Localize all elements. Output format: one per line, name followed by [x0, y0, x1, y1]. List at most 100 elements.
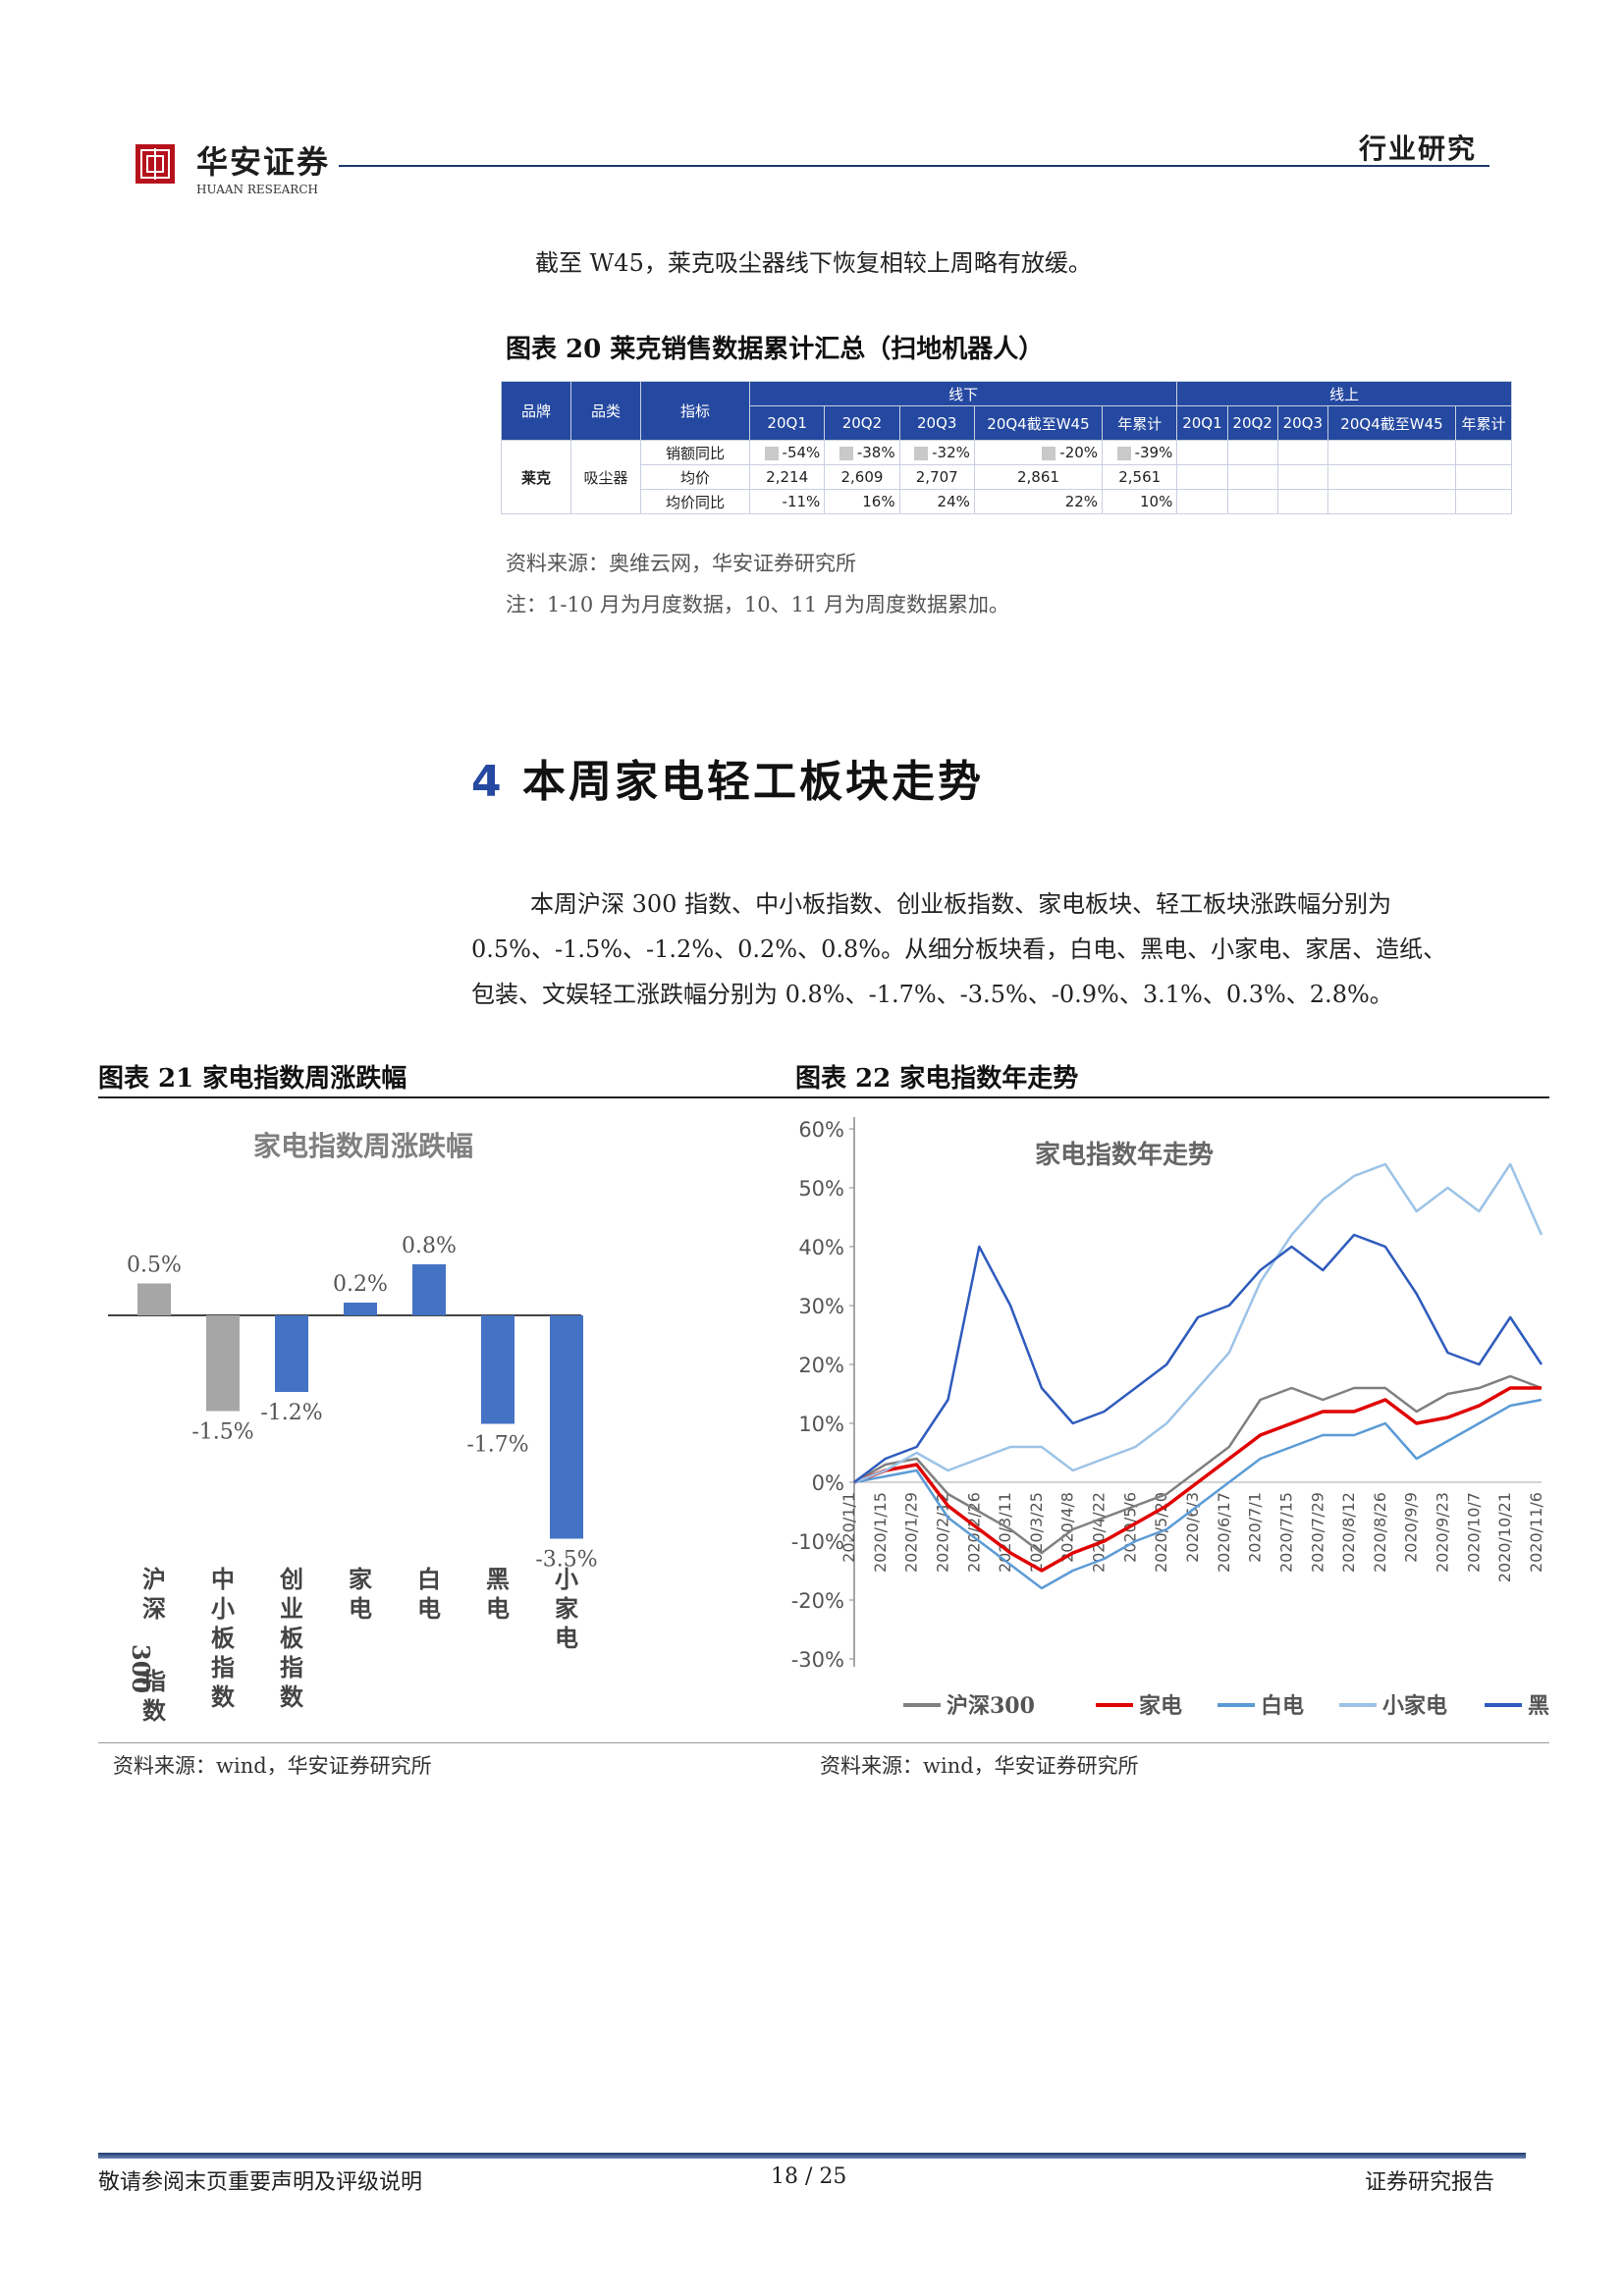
legend-label: 白电 [1261, 1693, 1304, 1719]
x-tick-label: 2020/2/12 [933, 1492, 951, 1573]
series-line [853, 1386, 1542, 1573]
page-number: 18 / 25 [771, 2164, 847, 2189]
table-row: 均价同比 -11% 16% 24% 22% 10% [502, 489, 1512, 514]
svg-text:指: 指 [211, 1653, 235, 1682]
table20-note: 注：1-10 月为月度数据，10、11 月为周度数据累加。 [506, 593, 1009, 616]
svg-text:小: 小 [211, 1594, 235, 1623]
svg-text:家: 家 [555, 1594, 578, 1623]
cell-brand: 莱克 [501, 440, 571, 514]
brand-logo-icon [135, 144, 175, 184]
cell-metric: 均价同比 [640, 489, 750, 514]
svg-text:电: 电 [349, 1594, 372, 1623]
cell-empty [1326, 440, 1457, 465]
legend-label: 黑电 [1528, 1693, 1551, 1719]
table20-wrap: 品牌 品类 指标 线下 线上 20Q1 20Q2 20Q3 20Q4截至W45 … [501, 381, 1512, 514]
th-period: 20Q4截至W45 [1326, 405, 1457, 441]
cell-empty [1176, 440, 1228, 465]
section-para-line: 包装、文娱轻工涨跌幅分别为 0.8%、-1.7%、-3.5%、-0.9%、3.1… [471, 981, 1393, 1008]
intro-text: 截至 W45，莱克吸尘器线下恢复相较上周略有放缓。 [535, 249, 1092, 277]
th-period: 20Q1 [748, 405, 826, 441]
cell-empty [1455, 464, 1512, 490]
svg-text:板: 板 [211, 1624, 236, 1652]
cell-value: -38% [824, 440, 900, 465]
cell-value: 16% [824, 489, 900, 514]
cell-empty [1276, 464, 1328, 490]
y-tick-label: 40% [798, 1236, 844, 1259]
table20-source: 资料来源：奥维云网，华安证券研究所 [506, 552, 856, 575]
data-label: -3.5% [535, 1548, 597, 1573]
series-line [853, 1398, 1543, 1590]
svg-text:电: 电 [417, 1594, 441, 1623]
svg-text:中: 中 [211, 1565, 235, 1593]
data-label: -1.2% [260, 1401, 322, 1425]
svg-text:电: 电 [555, 1624, 578, 1652]
bar [412, 1264, 446, 1315]
weekly-change-bar-chart: 家电指数周涨跌幅0.5%沪深300指数-1.5%中小板指数-1.2%创业板指数0… [108, 1130, 598, 1725]
brand-name: 华安证券 [196, 143, 331, 181]
svg-text:数: 数 [142, 1696, 167, 1725]
data-label: 0.5% [127, 1254, 182, 1278]
svg-text:数: 数 [211, 1682, 236, 1711]
svg-text:300: 300 [127, 1644, 155, 1693]
cell-empty [1276, 440, 1328, 465]
cell-value: -20% [973, 440, 1104, 465]
category-label: 白电 [417, 1565, 441, 1623]
th-period: 20Q2 [824, 405, 900, 441]
x-tick-label: 2020/7/1 [1246, 1492, 1265, 1563]
svg-text:小: 小 [555, 1565, 578, 1593]
svg-text:深: 深 [142, 1594, 166, 1623]
table-row: 均价 2,214 2,609 2,707 2,861 2,561 [502, 464, 1512, 490]
footer-report-type: 证券研究报告 [1365, 2170, 1495, 2195]
x-tick-label: 2020/3/25 [1027, 1492, 1046, 1573]
th-period: 20Q3 [898, 405, 975, 441]
series-line [853, 1374, 1543, 1555]
th-brand: 品牌 [501, 381, 571, 441]
x-tick-label: 2020/8/12 [1339, 1492, 1358, 1573]
svg-text:家: 家 [349, 1565, 372, 1593]
cell-empty [1226, 440, 1278, 465]
bar [481, 1315, 514, 1424]
data-label: 0.8% [402, 1234, 457, 1258]
fig22-source: 资料来源：wind，华安证券研究所 [820, 1754, 1139, 1778]
section-para-line: 本周沪深 300 指数、中小板指数、创业板指数、家电板块、轻工板块涨跌幅分别为 [530, 890, 1392, 918]
svg-text:创: 创 [279, 1565, 303, 1593]
x-tick-label: 2020/4/22 [1090, 1492, 1109, 1573]
data-label: -1.5% [191, 1420, 253, 1445]
x-tick-label: 2020/9/23 [1434, 1492, 1452, 1573]
cell-value: 22% [973, 489, 1104, 514]
bar [344, 1303, 377, 1315]
cell-empty [1176, 489, 1228, 514]
cell-value: 2,861 [973, 464, 1104, 490]
section-title-text: 本周家电轻工板块走势 [521, 757, 984, 807]
x-tick-label: 2020/9/9 [1402, 1492, 1421, 1563]
category-label: 小家电 [555, 1565, 578, 1652]
cell-value: -32% [898, 440, 975, 465]
bar [206, 1315, 240, 1412]
fig22-caption: 图表 22 家电指数年走势 [795, 1064, 1079, 1094]
legend-label: 小家电 [1382, 1693, 1447, 1719]
chart-title: 家电指数周涨跌幅 [253, 1130, 473, 1162]
figure-top-rule [98, 1096, 1549, 1098]
y-tick-label: 30% [798, 1295, 844, 1318]
category-label: 创业板指数 [279, 1565, 304, 1711]
y-tick-label: 0% [812, 1471, 844, 1495]
th-online: 线上 [1176, 381, 1512, 406]
y-tick-label: 10% [798, 1413, 844, 1436]
svg-text:数: 数 [280, 1682, 304, 1711]
th-period: 20Q1 [1176, 405, 1228, 441]
svg-text:黑: 黑 [486, 1565, 510, 1593]
cell-value: 10% [1102, 489, 1178, 514]
footer-disclaimer: 敬请参阅末页重要声明及评级说明 [98, 2170, 423, 2195]
y-tick-label: -30% [791, 1648, 844, 1672]
section-title: 4 本周家电轻工板块走势 [471, 746, 984, 809]
bar [550, 1315, 583, 1539]
y-tick-label: 50% [798, 1177, 844, 1201]
cell-empty [1176, 464, 1228, 490]
cell-metric: 销额同比 [640, 440, 750, 465]
x-tick-label: 2020/1/29 [902, 1492, 921, 1573]
y-tick-label: -10% [791, 1530, 844, 1554]
data-label: -1.7% [466, 1433, 528, 1458]
chart-title: 家电指数年走势 [1035, 1140, 1214, 1170]
th-period: 20Q2 [1226, 405, 1278, 441]
cell-metric: 均价 [640, 464, 750, 490]
